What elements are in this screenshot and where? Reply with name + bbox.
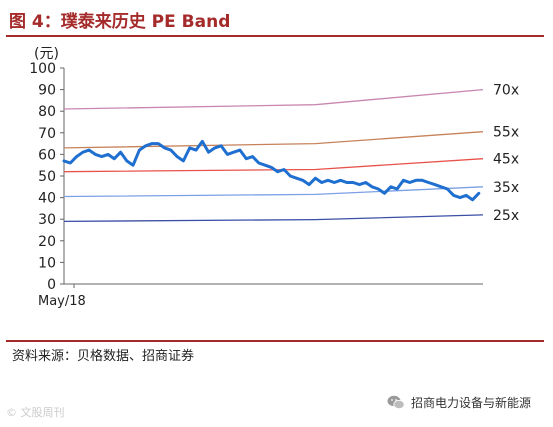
wechat-icon [387,395,405,410]
band-labels: 70x 55x 45x 35x 25x [493,83,519,224]
figure-title: 图 4：璞泰来历史 PE Band [9,12,231,32]
source-note: 资料来源：贝格数据、招商证券 [12,349,195,364]
y-tick-label: 90 [38,83,56,99]
pe-band-70x-label: 70x [493,83,519,99]
pe-band-35x-line [63,186,484,198]
source-rule [6,340,544,342]
y-tick-label: 80 [38,104,56,120]
title-rule [6,35,544,37]
pe-band-45x-label: 45x [493,152,519,168]
pe-band-25x-label: 25x [493,208,519,224]
y-tick-label: 60 [38,147,56,163]
watermark-right-text: 招商电力设备与新能源 [411,396,532,410]
y-axis-label: (元) [34,46,59,62]
watermark-right: 招商电力设备与新能源 [387,394,531,411]
y-tick-label: 70 [38,126,56,142]
x-tick-label: May/18 [38,294,86,309]
y-ticks: 0 10 20 30 40 50 60 70 80 90 100 [29,61,75,293]
share-price-line [62,139,481,202]
watermark-left: © 文股周刊 [6,406,65,419]
y-tick-label: 50 [38,169,56,185]
pe-band-70x-line [63,88,484,110]
pe-band-25x-line [63,214,484,223]
y-tick-label: 100 [29,61,56,77]
price-series [62,139,481,202]
pe-band-chart: 0 10 20 30 40 50 60 70 80 90 100 70x 55x 45x 35x 25x (… [29,46,519,309]
pe-bands [63,88,484,223]
pe-band-45x-line [63,158,484,173]
axes [63,68,483,285]
y-tick-label: 40 [38,191,56,207]
y-tick-label: 0 [47,277,56,293]
pe-band-55x-line [63,131,484,149]
y-tick-label: 20 [38,234,56,250]
pe-band-35x-label: 35x [493,180,519,196]
y-tick-label: 10 [38,255,56,271]
pe-band-55x-label: 55x [493,125,519,141]
y-tick-label: 30 [38,212,56,228]
